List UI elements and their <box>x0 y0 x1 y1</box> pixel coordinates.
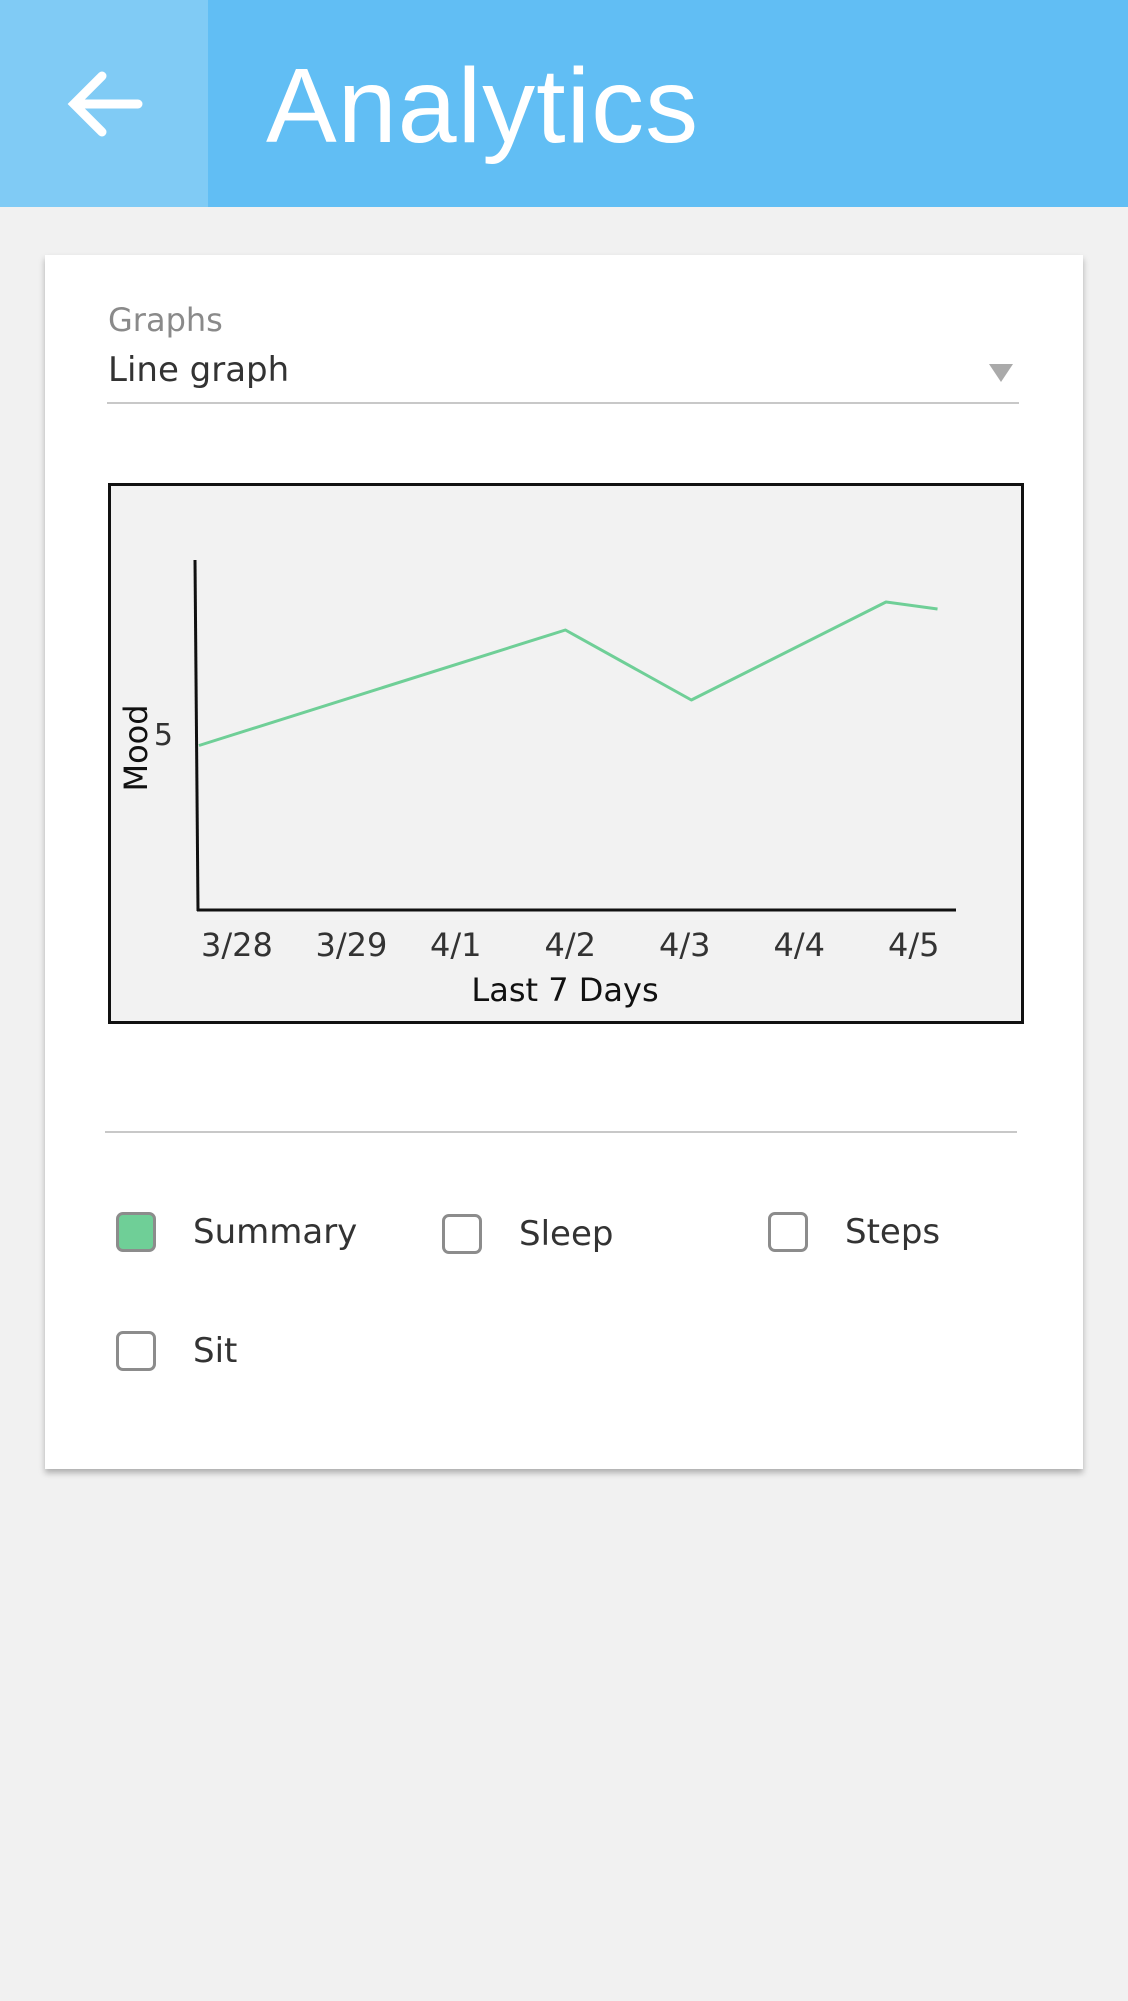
app-bar: Analytics <box>0 0 1128 207</box>
analytics-card: Graphs Line graph Mood 5 3/28 3/29 4/1 4/2 4… <box>45 255 1083 1469</box>
checkbox-label: Summary <box>193 1212 358 1252</box>
checkbox-box[interactable] <box>116 1212 156 1252</box>
graph-type-value: Line graph <box>108 350 290 390</box>
x-tick-labels: 3/28 3/29 4/1 4/2 4/3 4/4 4/5 <box>201 926 940 964</box>
x-tick-label: 4/3 <box>659 926 711 964</box>
mood-chart: Mood 5 3/28 3/29 4/1 4/2 4/3 4/4 4/5 Last 7 Da… <box>108 483 1024 1024</box>
y-tick-label: 5 <box>154 718 173 753</box>
x-tick-label: 4/1 <box>430 926 482 964</box>
x-tick-label: 4/5 <box>888 926 940 964</box>
y-axis-label: Mood <box>117 704 155 791</box>
section-divider <box>105 1131 1017 1133</box>
x-tick-label: 4/4 <box>774 926 826 964</box>
sleep-checkbox[interactable]: Sleep <box>442 1214 613 1254</box>
x-tick-label: 4/2 <box>545 926 597 964</box>
x-tick-label: 3/28 <box>201 926 273 964</box>
checkbox-box[interactable] <box>116 1331 156 1371</box>
checkbox-label: Steps <box>845 1212 941 1252</box>
graphs-dropdown-caption: Graphs <box>108 301 223 339</box>
checkbox-label: Sit <box>193 1331 238 1371</box>
y-axis <box>193 559 200 912</box>
checkbox-label: Sleep <box>519 1214 614 1254</box>
mood-line-chart: Mood 5 3/28 3/29 4/1 4/2 4/3 4/4 4/5 Last 7 Da… <box>117 559 956 1009</box>
steps-checkbox[interactable]: Steps <box>768 1212 940 1252</box>
checkbox-box[interactable] <box>768 1212 808 1252</box>
dropdown-triangle-icon <box>989 364 1013 382</box>
back-button[interactable] <box>0 0 208 207</box>
summary-checkbox[interactable]: Summary <box>116 1212 357 1252</box>
x-tick-label: 3/29 <box>316 926 388 964</box>
arrow-left-icon <box>67 71 143 136</box>
mood-series-line <box>198 600 938 747</box>
checkbox-box[interactable] <box>442 1214 482 1254</box>
graph-type-dropdown[interactable]: Line graph <box>107 350 1019 404</box>
sit-checkbox[interactable]: Sit <box>116 1331 237 1371</box>
x-axis-label: Last 7 Days <box>471 971 658 1009</box>
page-title: Analytics <box>266 47 700 165</box>
